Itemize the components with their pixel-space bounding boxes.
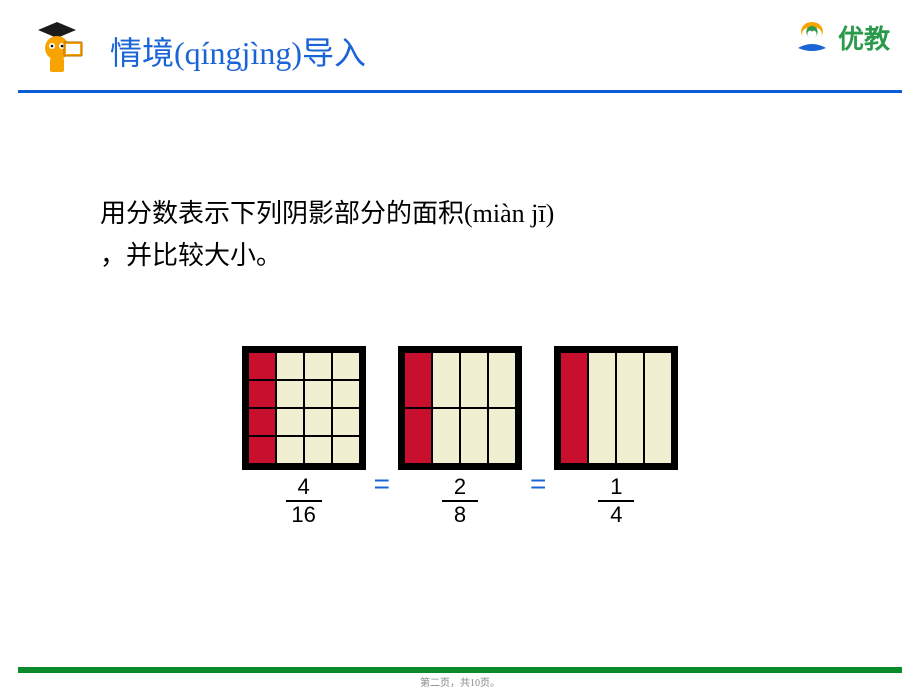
fraction-label: 416 — [286, 476, 322, 526]
mascot-icon — [30, 18, 84, 83]
fraction-label: 14 — [598, 476, 634, 526]
fraction-denominator: 8 — [454, 504, 466, 526]
fraction-figure-row: 416=28=14 — [100, 346, 820, 526]
fraction-grid — [398, 346, 522, 470]
page-number-note: 第二页，共10页。 — [0, 674, 920, 689]
fraction-denominator: 16 — [291, 504, 315, 526]
fraction-panel: 14 — [554, 346, 678, 526]
instruction-line1: 用分数表示下列阴影部分的面积(miàn jī) — [100, 199, 554, 228]
instruction-text: 用分数表示下列阴影部分的面积(miàn jī) ，并比较大小。 — [100, 193, 820, 276]
fraction-numerator: 4 — [298, 476, 310, 498]
fraction-denominator: 4 — [610, 504, 622, 526]
leaf-swirl-icon — [792, 18, 832, 56]
instruction-line2: ，并比较大小。 — [100, 241, 282, 270]
brand-logo: 优教 — [792, 18, 890, 56]
brand-name: 优教 — [838, 19, 890, 56]
page-title: 情境(qíngjìng)导入 — [110, 18, 890, 74]
footer-bar — [18, 667, 902, 673]
fraction-grid — [554, 346, 678, 470]
fraction-panel: 28 — [398, 346, 522, 526]
fraction-numerator: 1 — [610, 476, 622, 498]
equals-sign: = — [530, 468, 546, 500]
fraction-label: 28 — [442, 476, 478, 526]
fraction-grid — [242, 346, 366, 470]
fraction-panel: 416 — [242, 346, 366, 526]
equals-sign: = — [374, 468, 390, 500]
fraction-numerator: 2 — [454, 476, 466, 498]
